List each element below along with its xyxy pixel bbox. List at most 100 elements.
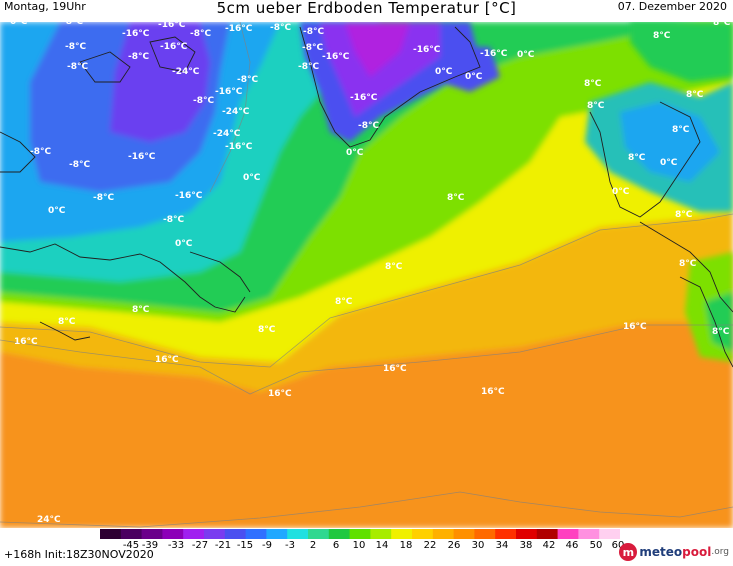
temperature-label: -8°C bbox=[62, 22, 83, 27]
temperature-label: 16°C bbox=[14, 337, 38, 347]
meteopool-logo-icon: m bbox=[619, 543, 638, 561]
temperature-label: -16°C bbox=[480, 49, 508, 59]
temperature-label: 8°C bbox=[653, 31, 671, 41]
temperature-label: 16°C bbox=[623, 322, 647, 332]
temperature-label: 0°C bbox=[660, 158, 678, 168]
temperature-label: -24°C bbox=[222, 107, 250, 117]
temperature-label: -8°C bbox=[298, 62, 319, 72]
temperature-label: 8°C bbox=[258, 325, 276, 335]
legend-tick-label: 42 bbox=[542, 540, 556, 551]
temperature-field: 0°C-8°C-24°C-16°C-16°C-24°C-8°C-16°C-8°C… bbox=[0, 22, 733, 528]
legend-swatch bbox=[245, 529, 267, 539]
legend-tick-label: 22 bbox=[423, 540, 437, 551]
temperature-label: -16°C bbox=[158, 22, 186, 30]
legend-swatch bbox=[287, 529, 309, 539]
temperature-label: -8°C bbox=[163, 215, 184, 225]
legend-tick-label: 30 bbox=[471, 540, 485, 551]
legend-swatch bbox=[308, 529, 330, 539]
meteopool-logo[interactable]: m meteo pool .org bbox=[619, 543, 729, 561]
legend-tick-label: -9 bbox=[262, 540, 272, 551]
legend-tick-label: 2 bbox=[309, 540, 317, 551]
forecast-date-label: 07. Dezember 2020 bbox=[617, 0, 727, 13]
legend-swatch bbox=[432, 529, 455, 539]
logo-text-pool: pool bbox=[682, 545, 712, 559]
temperature-label: 8°C bbox=[628, 153, 646, 163]
temperature-map: 0°C-8°C-24°C-16°C-16°C-24°C-8°C-16°C-8°C… bbox=[0, 22, 733, 528]
temperature-label: 0°C bbox=[612, 187, 630, 197]
legend-tick-label: 38 bbox=[519, 540, 533, 551]
temperature-label: -16°C bbox=[350, 93, 378, 103]
legend-swatch bbox=[557, 529, 579, 539]
legend-swatch bbox=[100, 529, 122, 539]
temperature-label: 8°C bbox=[58, 317, 76, 327]
legend-tick-label: 14 bbox=[375, 540, 389, 551]
legend-swatch bbox=[328, 529, 351, 539]
legend-swatch bbox=[495, 529, 517, 539]
legend-colorbar bbox=[100, 529, 620, 539]
legend-swatch bbox=[453, 529, 475, 539]
legend-swatch bbox=[370, 529, 392, 539]
logo-text-org: .org bbox=[711, 547, 729, 557]
legend-tick-label: 6 bbox=[332, 540, 340, 551]
legend-tick-label: 60 bbox=[611, 540, 625, 551]
legend-swatch bbox=[266, 529, 288, 539]
temperature-label: 0°C bbox=[243, 173, 261, 183]
temperature-label: 0°C bbox=[645, 22, 663, 23]
legend-swatch bbox=[349, 529, 371, 539]
temperature-label: -8°C bbox=[302, 43, 323, 53]
temperature-label: 16°C bbox=[268, 389, 292, 399]
temperature-label: -16°C bbox=[413, 45, 441, 55]
temperature-labels: 0°C-8°C-24°C-16°C-16°C-24°C-8°C-16°C-8°C… bbox=[10, 22, 731, 525]
temperature-label: -8°C bbox=[270, 23, 291, 33]
temperature-label: -8°C bbox=[358, 121, 379, 131]
temperature-label: -16°C bbox=[160, 42, 188, 52]
temperature-label: 8°C bbox=[679, 259, 697, 269]
temperature-label: -8°C bbox=[190, 29, 211, 39]
temperature-label: 24°C bbox=[37, 515, 61, 525]
temperature-label: 8°C bbox=[587, 101, 605, 111]
temperature-label: -8°C bbox=[128, 52, 149, 62]
temperature-label: -8°C bbox=[69, 160, 90, 170]
temperature-label: 8°C bbox=[335, 297, 353, 307]
temperature-label: 8°C bbox=[132, 305, 150, 315]
legend-tick-label: -3 bbox=[285, 540, 295, 551]
temperature-label: -16°C bbox=[215, 87, 243, 97]
map-footer: -45 -39 -33 -27 -21 -15 -9 -3 2 6 10 14 18 22 26 30 34 38… bbox=[0, 528, 733, 566]
legend-swatch bbox=[516, 529, 538, 539]
temperature-label: -8°C bbox=[65, 42, 86, 52]
legend-swatch bbox=[204, 529, 226, 539]
legend-tick-label: -45 bbox=[122, 540, 140, 551]
temperature-label: -16°C bbox=[128, 152, 156, 162]
legend-swatch bbox=[391, 529, 413, 539]
temperature-label: -24°C bbox=[172, 67, 200, 77]
legend-swatch bbox=[141, 529, 163, 539]
temperature-label: 16°C bbox=[383, 364, 407, 374]
temperature-label: -8°C bbox=[193, 96, 214, 106]
temperature-label: 0°C bbox=[10, 22, 28, 27]
temperature-label: -8°C bbox=[30, 147, 51, 157]
temperature-label: 0°C bbox=[48, 206, 66, 216]
legend-tick-label: -39 bbox=[141, 540, 159, 551]
temperature-label: 0°C bbox=[465, 72, 483, 82]
temperature-label: -16°C bbox=[225, 24, 253, 34]
temperature-label: -16°C bbox=[122, 29, 150, 39]
temperature-label: 8°C bbox=[712, 327, 730, 337]
legend-tick-label: 34 bbox=[495, 540, 509, 551]
temperature-label: 0°C bbox=[435, 67, 453, 77]
map-title: 5cm ueber Erdboden Temperatur [°C] bbox=[216, 0, 517, 17]
temperature-label: -24°C bbox=[213, 129, 241, 139]
temperature-label: 8°C bbox=[672, 125, 690, 135]
legend-tick-label: -21 bbox=[214, 540, 232, 551]
legend-swatch bbox=[474, 529, 496, 539]
legend-tick-label: 18 bbox=[399, 540, 413, 551]
temperature-label: 8°C bbox=[447, 193, 465, 203]
legend-tick-label: -15 bbox=[236, 540, 254, 551]
temperature-label: -8°C bbox=[237, 75, 258, 85]
temperature-label: -8°C bbox=[67, 62, 88, 72]
legend-tick-label: 46 bbox=[565, 540, 579, 551]
legend-tick-label: 26 bbox=[447, 540, 461, 551]
temperature-label: 16°C bbox=[155, 355, 179, 365]
legend-tick-label: -33 bbox=[167, 540, 185, 551]
legend-swatch bbox=[162, 529, 184, 539]
